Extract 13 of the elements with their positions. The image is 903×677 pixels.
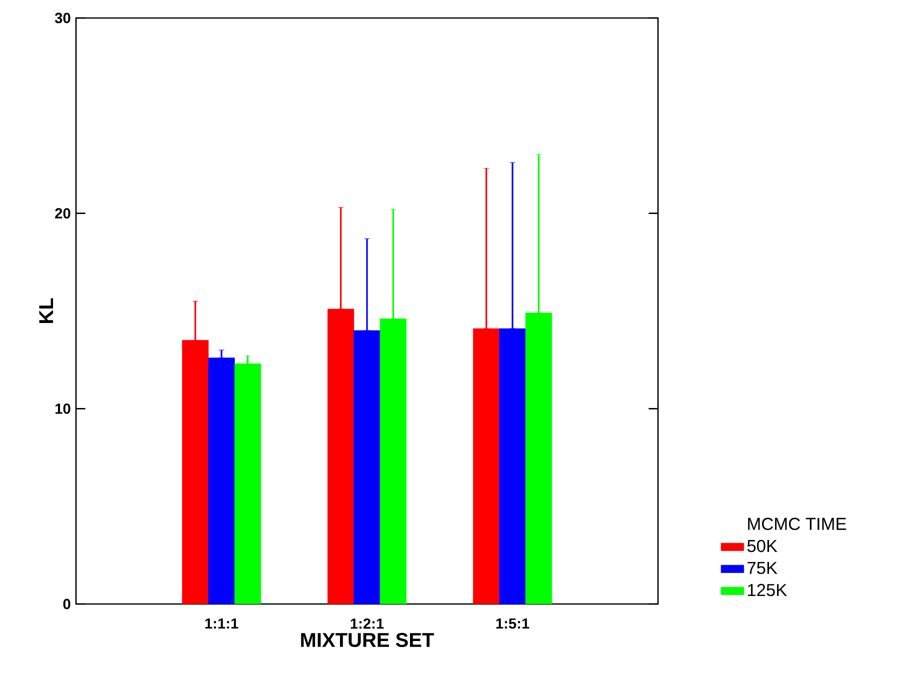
y-axis-title: KL: [39, 298, 54, 323]
x-tick-label: 1:1:1: [205, 618, 238, 629]
legend-label: 75K: [748, 562, 778, 574]
y-tick-label: 20: [55, 208, 70, 219]
x-axis-title: MIXTURE SET: [301, 632, 434, 648]
x-tick-label: 1:5:1: [496, 618, 530, 629]
legend-label: 125K: [748, 584, 787, 596]
y-tick-label: 10: [56, 403, 70, 414]
legend-title: MCMC TIME: [748, 518, 846, 530]
y-tick-label: 0: [63, 598, 70, 610]
y-tick-label: 30: [54, 12, 70, 24]
x-tick-label: 1:2:1: [350, 618, 384, 629]
legend-label: 50K: [747, 540, 778, 552]
